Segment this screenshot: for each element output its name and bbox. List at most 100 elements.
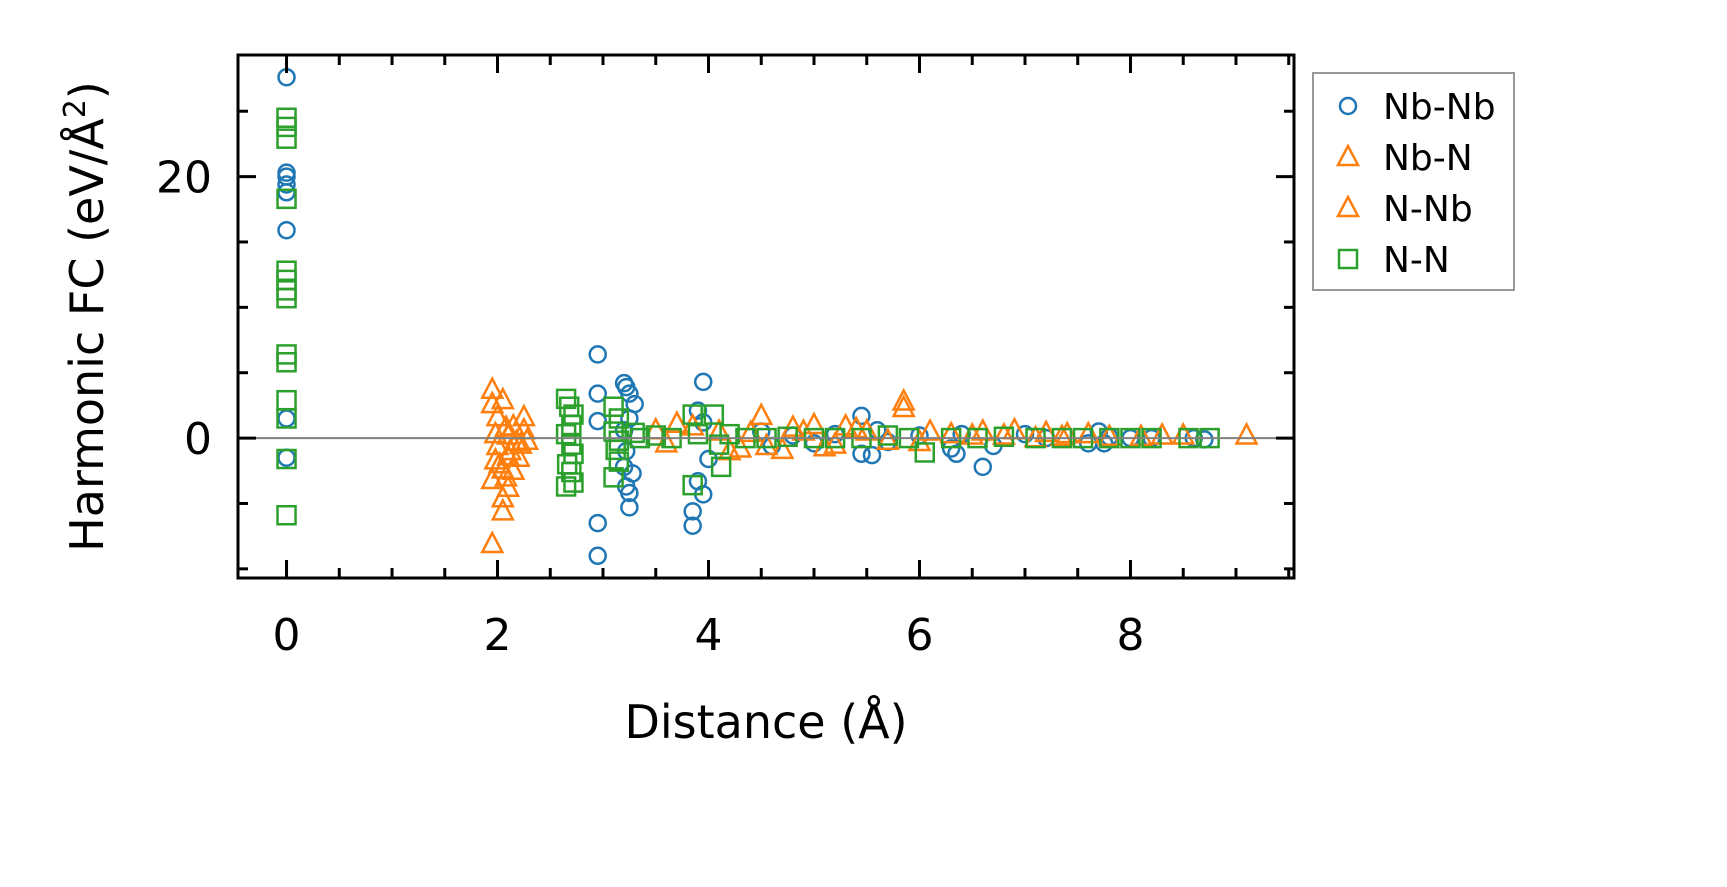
data-point — [490, 386, 515, 410]
data-point — [645, 425, 667, 446]
legend: Nb-Nb Nb-N N-Nb N-N — [1312, 72, 1515, 291]
data-point — [276, 448, 297, 470]
data-point — [483, 420, 508, 444]
data-point — [490, 497, 515, 521]
legend-label: Nb-Nb — [1383, 87, 1496, 128]
data-point — [749, 402, 774, 426]
data-point — [277, 220, 296, 240]
data-point — [738, 419, 763, 443]
legend-item-n-n: N-N — [1337, 240, 1450, 281]
legend-label: N-N — [1383, 240, 1450, 281]
data-point — [780, 413, 805, 437]
y-axis-label-sup: 2 — [58, 99, 93, 118]
data-point — [703, 404, 725, 425]
data-point — [620, 409, 639, 428]
x-axis-label: Distance (Å) — [624, 695, 907, 749]
data-point — [754, 432, 779, 456]
data-point — [588, 345, 607, 364]
data-point — [947, 444, 966, 464]
legend-label: Nb-N — [1383, 138, 1473, 179]
data-point — [914, 442, 936, 463]
legend-marker-icon — [1337, 248, 1359, 270]
data-point — [862, 445, 882, 465]
x-tick-label: 4 — [695, 610, 723, 661]
data-point — [993, 426, 1015, 448]
data-point — [480, 530, 505, 554]
data-point — [683, 516, 702, 535]
x-tick-label: 6 — [905, 610, 933, 661]
legend-marker-icon — [1335, 143, 1361, 167]
data-point — [620, 483, 639, 503]
data-point — [973, 457, 993, 477]
data-point — [555, 476, 577, 497]
data-point — [664, 410, 689, 433]
data-point — [991, 421, 1016, 445]
data-point — [561, 461, 582, 483]
data-point — [1076, 420, 1101, 444]
data-point — [588, 384, 607, 403]
data-point — [682, 474, 703, 496]
data-point — [624, 422, 645, 444]
series-nb-nb — [277, 67, 1214, 566]
series-nb-n — [480, 376, 1259, 554]
data-point — [490, 484, 515, 508]
series-n-n — [276, 107, 1220, 526]
data-point — [495, 442, 521, 466]
data-markers — [276, 67, 1259, 566]
data-point — [852, 444, 871, 464]
y-axis-label-close: ) — [60, 81, 114, 99]
x-tick-label: 2 — [484, 610, 512, 661]
data-point — [917, 417, 943, 441]
data-point — [907, 428, 932, 452]
data-point — [852, 406, 871, 426]
data-point — [1034, 419, 1059, 443]
data-point — [960, 421, 985, 445]
data-point — [891, 394, 916, 418]
data-point — [708, 434, 730, 455]
data-point — [504, 428, 529, 452]
data-point — [487, 450, 512, 474]
data-point — [277, 448, 296, 467]
data-point — [276, 188, 297, 210]
data-point — [603, 396, 624, 417]
y-axis-label: Harmonic FC (eV/Å2) — [58, 81, 114, 552]
data-point — [706, 417, 732, 441]
data-point — [1128, 423, 1154, 447]
data-point — [1234, 421, 1259, 445]
data-point — [493, 413, 519, 437]
data-point — [276, 116, 297, 138]
data-point — [654, 429, 679, 453]
data-point — [276, 287, 297, 309]
data-point — [844, 415, 869, 439]
data-point — [480, 376, 505, 399]
data-point — [710, 456, 732, 478]
data-point — [941, 439, 961, 458]
data-point — [603, 467, 624, 488]
data-point — [480, 466, 505, 490]
y-tick-label: 0 — [184, 414, 212, 465]
data-point — [620, 384, 639, 403]
legend-label: N-Nb — [1383, 189, 1473, 230]
data-point — [277, 175, 296, 194]
data-point — [555, 423, 577, 445]
data-point — [770, 436, 795, 460]
data-point — [480, 390, 505, 414]
data-point — [1049, 423, 1074, 447]
x-tick-label: 0 — [273, 610, 301, 661]
data-point — [493, 463, 519, 487]
data-point — [823, 430, 848, 454]
data-point — [875, 427, 900, 450]
data-point — [276, 408, 297, 429]
data-point — [277, 409, 296, 428]
y-axis-label-main: Harmonic FC (eV/Å — [60, 118, 114, 552]
data-point — [777, 426, 798, 448]
data-point — [608, 408, 630, 429]
data-point — [683, 502, 702, 521]
axis-ticks: 0 2 4 6 8 0 20 — [156, 55, 1294, 661]
x-tick-label: 8 — [1116, 610, 1144, 661]
data-point — [682, 404, 703, 425]
data-point — [801, 411, 827, 435]
data-point — [1097, 423, 1122, 447]
data-point — [1150, 421, 1175, 445]
